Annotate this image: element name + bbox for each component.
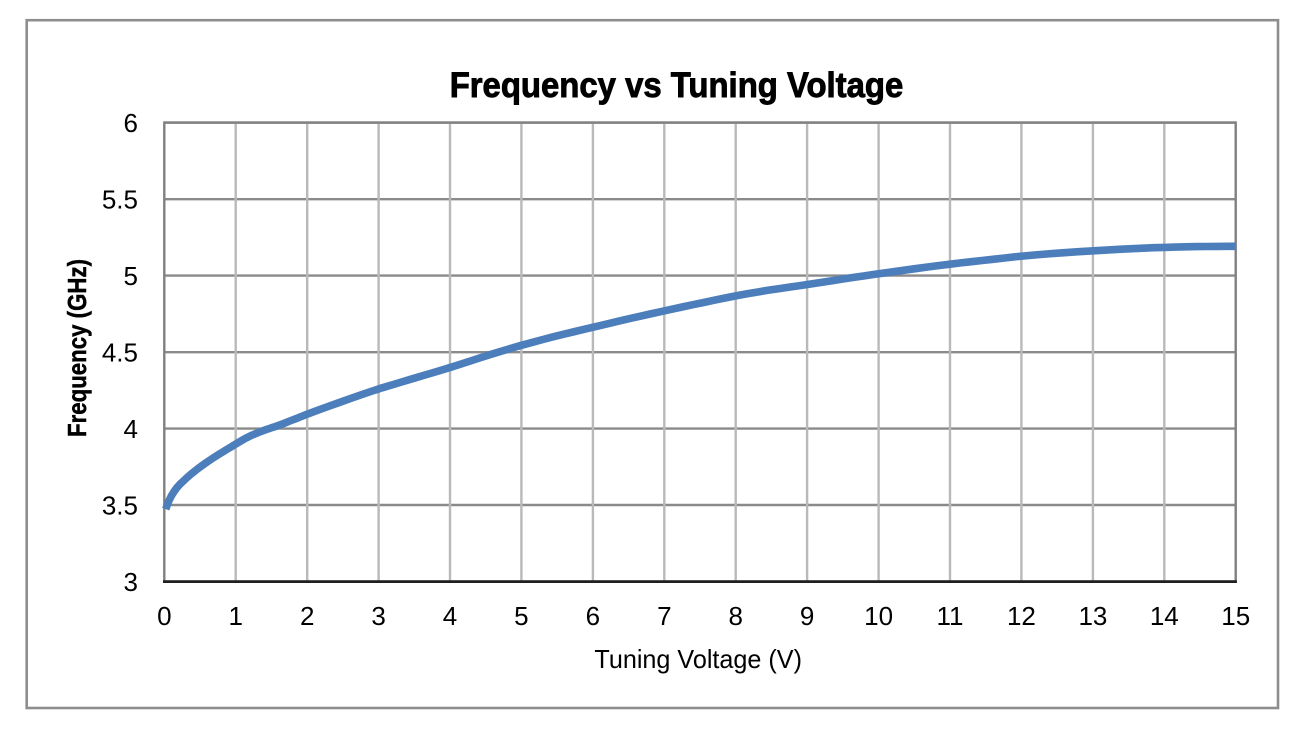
svg-text:4.5: 4.5	[102, 338, 138, 368]
svg-text:11: 11	[937, 601, 964, 631]
svg-text:8: 8	[728, 601, 742, 631]
svg-text:5: 5	[514, 601, 528, 631]
svg-text:7: 7	[657, 601, 671, 631]
svg-text:10: 10	[864, 601, 893, 631]
svg-text:Tuning Voltage (V): Tuning Voltage (V)	[594, 644, 802, 674]
svg-text:14: 14	[1150, 601, 1179, 631]
svg-text:2: 2	[300, 601, 314, 631]
svg-text:Frequency vs Tuning Voltage: Frequency vs Tuning Voltage	[450, 66, 904, 105]
svg-text:4: 4	[443, 601, 457, 631]
svg-text:13: 13	[1078, 601, 1107, 631]
svg-text:3: 3	[124, 567, 138, 597]
svg-text:15: 15	[1221, 601, 1250, 631]
svg-text:0: 0	[157, 601, 171, 631]
svg-text:1: 1	[228, 601, 242, 631]
svg-text:9: 9	[800, 601, 814, 631]
svg-text:3.5: 3.5	[102, 491, 138, 521]
svg-text:12: 12	[1007, 601, 1036, 631]
svg-text:5.5: 5.5	[102, 184, 138, 214]
svg-text:5: 5	[124, 261, 138, 291]
svg-text:Frequency (GHz): Frequency (GHz)	[62, 259, 92, 437]
svg-text:3: 3	[371, 601, 385, 631]
svg-text:4: 4	[124, 414, 138, 444]
svg-text:6: 6	[124, 108, 138, 138]
svg-text:6: 6	[586, 601, 600, 631]
